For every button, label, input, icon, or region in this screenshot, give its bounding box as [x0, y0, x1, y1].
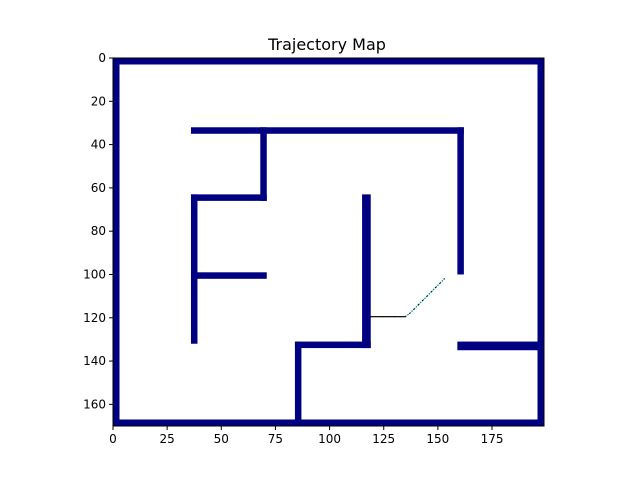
y-tick-label: 140	[83, 354, 106, 368]
wall-outer-left	[113, 58, 120, 426]
y-tick-label: 160	[83, 397, 106, 411]
wall-center-lower-horizontal	[294, 341, 371, 349]
trajectory-point	[383, 316, 385, 318]
wall-outer-top	[113, 58, 544, 65]
x-tick-label: 0	[109, 432, 117, 446]
trajectory-point	[409, 312, 411, 315]
x-tick-label: 50	[214, 432, 229, 446]
y-tick-label: 40	[91, 138, 106, 152]
trajectory-segment	[413, 304, 419, 310]
y-tick-label: 0	[98, 51, 106, 65]
y-tick-label: 20	[91, 94, 106, 108]
trajectory-segment	[430, 287, 437, 293]
x-tick-label: 25	[160, 432, 175, 446]
wall-center-vertical	[362, 194, 371, 349]
y-tick-label: 120	[83, 311, 106, 325]
trajectory-segment	[405, 312, 411, 318]
trajectory-segment	[435, 282, 441, 288]
y-tick-label: 80	[91, 224, 106, 238]
wall-right-inner-vertical	[457, 127, 464, 275]
trajectory-point	[370, 316, 372, 318]
x-tick-label: 100	[318, 432, 341, 446]
wall-outer-right	[537, 58, 544, 426]
chart-title: Trajectory Map	[267, 35, 386, 54]
wall-inner-top-horizontal	[190, 127, 464, 134]
y-axis: 0 20 40 60 80 100 120 140 160	[83, 51, 113, 411]
trajectory-segment	[409, 308, 415, 314]
trajectory-point	[426, 295, 428, 297]
wall-f-lower-arm	[190, 272, 267, 279]
plot-background	[113, 58, 544, 426]
x-tick-label: 175	[481, 432, 504, 446]
trajectory-point	[404, 316, 406, 318]
wall-inner-short-vertical	[260, 127, 267, 201]
plot-frame	[112, 57, 545, 427]
plot-area	[112, 57, 545, 427]
wall-bottom-vertical	[294, 341, 302, 426]
x-tick-label: 75	[268, 432, 283, 446]
x-axis: 0 25 50 75 100 125 150 175	[109, 426, 503, 446]
trajectory-point	[430, 291, 432, 293]
x-tick-label: 150	[426, 432, 449, 446]
wall-f-left-vertical	[190, 194, 198, 344]
trajectory-point	[443, 278, 445, 280]
trajectory-point	[417, 304, 419, 306]
trajectory-point	[439, 282, 441, 284]
x-tick-label: 125	[372, 432, 395, 446]
wall-right-lower-horizontal	[457, 341, 544, 351]
trajectory-point	[393, 316, 396, 318]
wall-outer-bottom	[113, 419, 544, 426]
trajectory-segment	[439, 278, 445, 284]
trajectory-segment	[426, 291, 432, 297]
trajectory-point	[435, 286, 437, 289]
trajectory-segment	[422, 295, 428, 301]
y-tick-label: 100	[83, 267, 106, 281]
trajectory-segment	[417, 300, 424, 306]
y-tick-label: 60	[91, 181, 106, 195]
trajectory-point	[422, 299, 424, 302]
trajectory-point	[413, 308, 415, 310]
wall-f-middle-horizontal	[190, 194, 267, 201]
